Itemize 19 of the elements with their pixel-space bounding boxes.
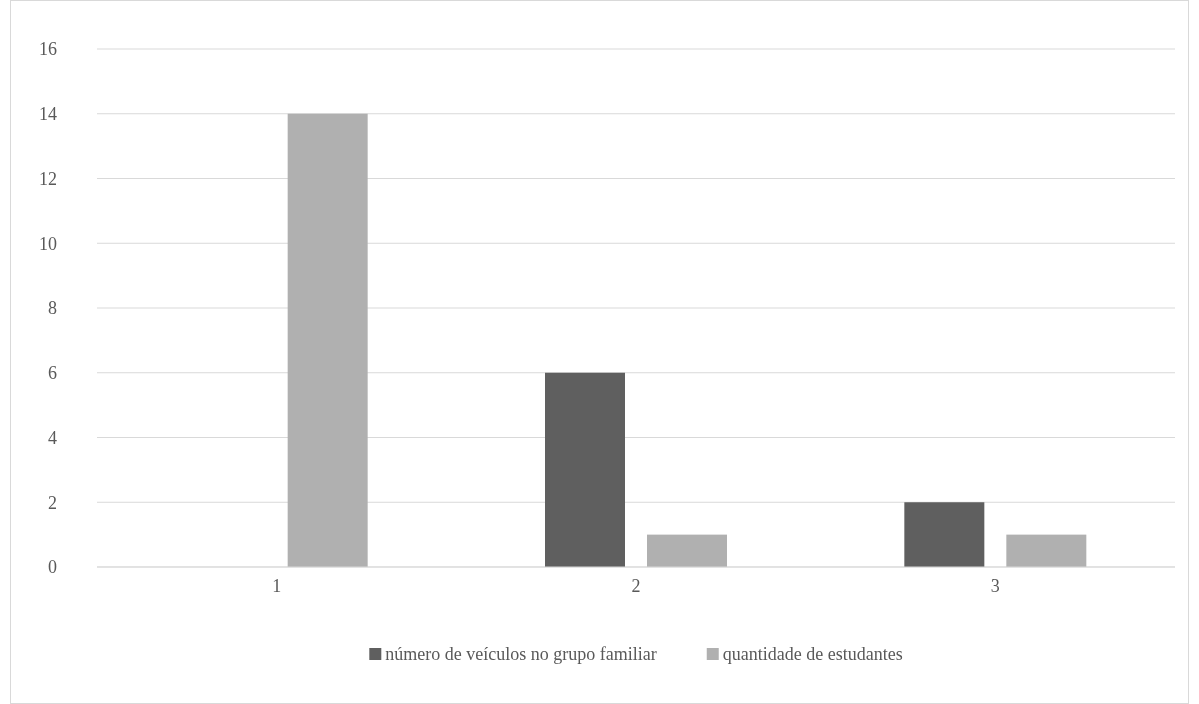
y-tick-label: 10 <box>39 233 57 254</box>
bar <box>545 372 625 567</box>
legend-label: número de veículos no grupo familiar <box>385 644 657 664</box>
x-tick-label: 1 <box>272 575 282 596</box>
y-tick-label: 6 <box>48 363 57 384</box>
x-tick-label: 2 <box>631 575 641 596</box>
legend-label: quantidade de estudantes <box>722 644 903 664</box>
y-tick-label: 14 <box>39 104 57 125</box>
y-tick-label: 4 <box>48 427 57 448</box>
x-tick-label: 3 <box>990 575 1000 596</box>
bar <box>287 113 368 567</box>
y-tick-label: 2 <box>48 492 57 513</box>
y-tick-label: 0 <box>48 557 57 578</box>
bar <box>647 534 727 567</box>
bar <box>1006 534 1087 567</box>
y-tick-label: 12 <box>39 168 57 189</box>
bar <box>904 502 985 567</box>
y-tick-label: 16 <box>39 39 57 60</box>
y-tick-label: 8 <box>48 298 57 319</box>
